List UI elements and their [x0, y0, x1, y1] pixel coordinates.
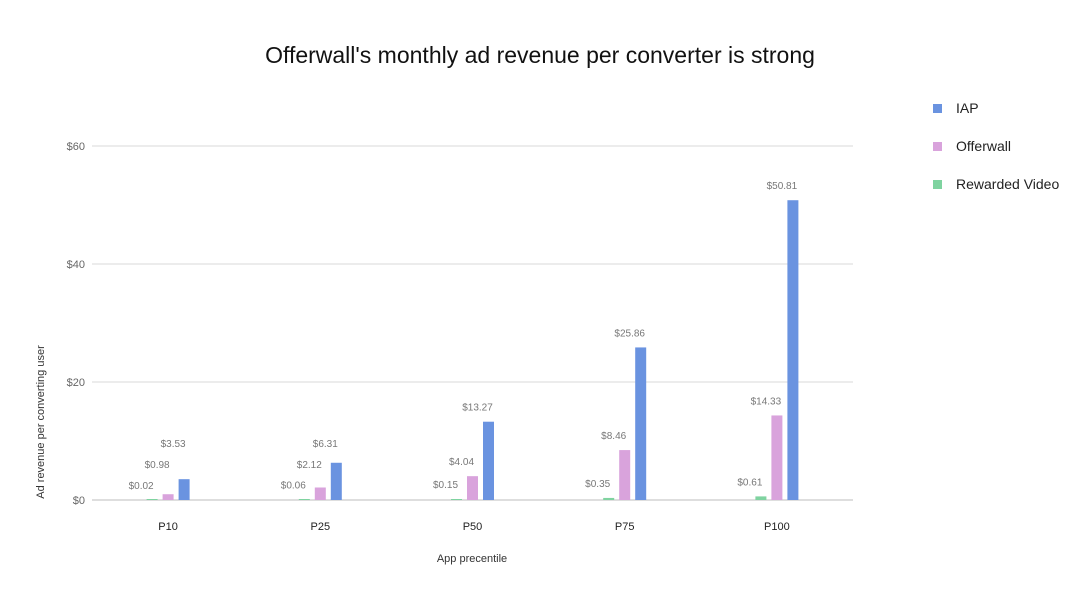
y-axis-title: Ad revenue per converting user: [35, 345, 47, 499]
bar-rewarded-video: [298, 499, 310, 500]
x-tick-label: P25: [311, 521, 331, 533]
data-label: $0.02: [129, 481, 154, 492]
bar-iap: [787, 200, 799, 500]
legend-label: Rewarded Video: [956, 176, 1059, 192]
legend-label: IAP: [956, 100, 979, 116]
data-labels: $0.02 $0.98 $3.53 $0.06 $2.12 $6.31 $0.15 $4.04…: [129, 181, 798, 492]
data-label: $0.35: [585, 479, 610, 490]
bar-rewarded-video: [451, 499, 462, 500]
bar-offerwall: [162, 494, 174, 500]
data-label: $2.12: [297, 460, 322, 471]
data-label: $4.04: [449, 457, 474, 468]
gridlines: [92, 145, 853, 501]
data-label: $3.53: [161, 439, 186, 450]
data-label: $0.06: [281, 481, 306, 492]
data-label: $0.61: [737, 477, 762, 488]
data-label: $6.31: [313, 439, 338, 450]
data-label: $13.27: [462, 403, 493, 414]
y-tick-label: $40: [67, 259, 85, 271]
legend-swatch: [933, 142, 942, 151]
x-tick-label: P100: [764, 521, 790, 533]
x-tick-label: P10: [158, 521, 178, 533]
bar-offerwall: [467, 476, 478, 500]
data-label: $25.86: [614, 328, 645, 339]
y-tick-label: $60: [67, 141, 85, 153]
data-label: $0.15: [433, 480, 458, 491]
x-tick-label: P50: [463, 521, 483, 533]
x-tick-label: P75: [615, 521, 635, 533]
data-label: $8.46: [601, 431, 626, 442]
legend-swatch: [933, 180, 942, 189]
bar-rewarded-video: [755, 496, 767, 500]
data-label: $50.81: [767, 181, 798, 192]
x-axis-ticks: P10 P25 P50 P75 P100: [158, 521, 789, 533]
bar-offerwall: [314, 487, 326, 500]
y-tick-label: $0: [73, 495, 85, 507]
bar-offerwall: [771, 415, 783, 500]
bar-iap: [635, 347, 647, 500]
bar-iap: [178, 479, 190, 500]
bars: [146, 200, 799, 500]
legend: IAP Offerwall Rewarded Video: [933, 100, 1059, 192]
legend-label: Offerwall: [956, 138, 1011, 154]
y-tick-label: $20: [67, 377, 85, 389]
data-label: $0.98: [145, 460, 170, 471]
x-axis-title: App precentile: [437, 553, 507, 565]
bar-iap: [330, 462, 342, 500]
bar-rewarded-video: [146, 499, 158, 500]
data-label: $14.33: [751, 396, 782, 407]
bar-iap: [483, 421, 494, 500]
y-axis-ticks: $0 $20 $40 $60: [67, 141, 85, 507]
bar-rewarded-video: [603, 497, 615, 500]
chart-title: Offerwall's monthly ad revenue per conve…: [265, 42, 815, 68]
bar-offerwall: [619, 450, 631, 500]
legend-swatch: [933, 104, 942, 113]
